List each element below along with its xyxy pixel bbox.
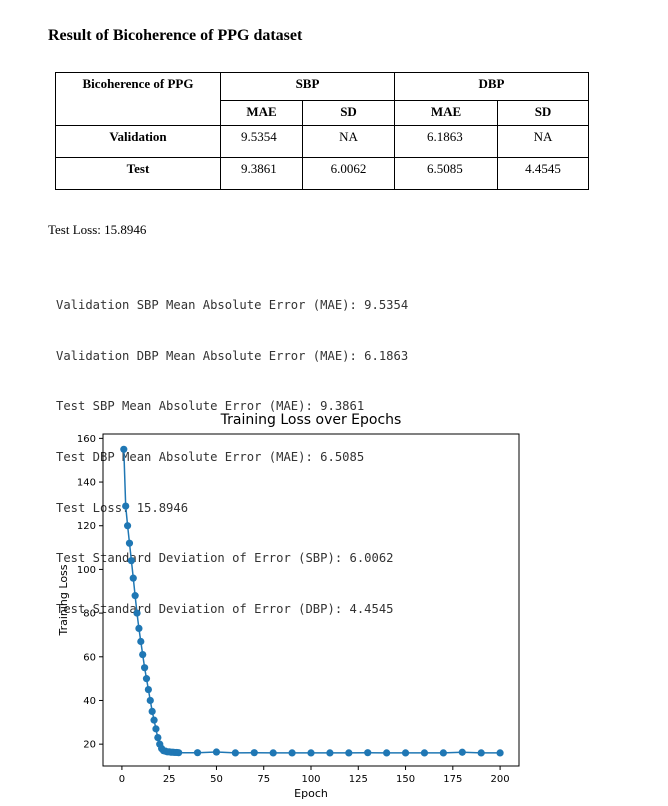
- data-point: [477, 749, 485, 757]
- data-point: [148, 707, 156, 715]
- table-cell: NA: [302, 125, 395, 158]
- chart-title: Training Loss over Epochs: [220, 412, 402, 428]
- data-point: [401, 749, 410, 757]
- training-loss-chart: Training Loss over Epochs 0 25 50 75 100 125 1…: [57, 412, 520, 800]
- data-point: [120, 445, 128, 453]
- x-axis-label: Epoch: [294, 787, 328, 800]
- console-output: Validation SBP Mean Absolute Error (MAE)…: [56, 263, 408, 652]
- y-tick-label: 100: [77, 565, 96, 576]
- table-cell: 9.3861: [220, 157, 303, 190]
- y-axis: 20 40 60 80 100 120 140 160: [77, 434, 103, 751]
- table-subheader-dbp-sd: SD: [497, 100, 589, 126]
- console-line: Validation SBP Mean Absolute Error (MAE)…: [56, 297, 409, 312]
- x-tick-label: 50: [210, 774, 223, 785]
- x-axis: 0 25 50 75 100 125 150 175 200: [119, 766, 510, 785]
- results-table: Bicoherence of PPG SBP DBP MAE SD MAE SD…: [55, 72, 589, 190]
- console-line: Test Loss: 15.8946: [56, 500, 189, 515]
- console-line: Test Standard Deviation of Error (SBP): …: [56, 551, 394, 566]
- data-point: [146, 696, 154, 705]
- table-cell: 9.5354: [220, 125, 303, 158]
- console-line: Test SBP Mean Absolute Error (MAE): 9.38…: [56, 399, 365, 414]
- data-point: [496, 749, 504, 757]
- x-tick-label: 175: [443, 774, 462, 785]
- table-row-label-validation: Validation: [55, 125, 221, 158]
- data-point: [125, 539, 134, 547]
- data-point: [326, 749, 334, 757]
- data-point: [123, 522, 132, 530]
- y-tick-label: 160: [77, 434, 96, 445]
- data-point: [250, 749, 258, 757]
- data-point: [139, 651, 147, 659]
- data-point: [193, 749, 202, 757]
- document-title: Result of Bicoherence of PPG dataset: [48, 27, 303, 44]
- table-subheader-dbp-mae: MAE: [394, 100, 498, 126]
- y-tick-label: 40: [83, 696, 96, 707]
- table-subheader-sbp-mae: MAE: [220, 100, 303, 126]
- data-point: [288, 749, 296, 757]
- table-cell: 4.4545: [497, 157, 589, 190]
- data-point: [420, 749, 429, 757]
- data-point: [175, 749, 183, 757]
- y-tick-label: 80: [83, 609, 96, 620]
- data-point: [383, 749, 391, 757]
- y-axis-label: Training Loss: [57, 564, 70, 636]
- x-tick-label: 125: [349, 774, 368, 785]
- test-loss-text: Test Loss: 15.8946: [48, 222, 147, 237]
- data-point: [269, 749, 277, 757]
- x-tick-label: 75: [257, 774, 270, 785]
- plot-frame: [102, 433, 520, 767]
- data-point: [127, 557, 135, 565]
- data-point: [364, 749, 372, 757]
- data-point: [129, 574, 137, 582]
- y-tick-label: 60: [83, 652, 96, 663]
- table-cell: NA: [497, 125, 589, 158]
- x-tick-label: 25: [163, 774, 176, 785]
- data-point: [141, 664, 149, 672]
- x-tick-label: 200: [491, 774, 510, 785]
- data-point: [458, 748, 466, 756]
- y-tick-label: 20: [83, 740, 96, 751]
- data-point: [137, 637, 145, 646]
- data-point: [122, 502, 130, 510]
- table-cell: 6.5085: [394, 157, 498, 190]
- table-row-header: Bicoherence of PPG: [55, 72, 221, 126]
- data-point: [152, 725, 160, 733]
- data-point: [144, 685, 152, 694]
- y-tick-label: 120: [77, 521, 96, 532]
- data-point: [135, 624, 143, 632]
- table-cell: 6.1863: [394, 125, 498, 158]
- console-line: Test DBP Mean Absolute Error (MAE): 6.50…: [56, 449, 365, 464]
- data-point: [345, 749, 353, 757]
- y-tick-label: 140: [77, 478, 96, 489]
- data-point: [439, 749, 447, 757]
- table-group-dbp: DBP: [394, 72, 589, 101]
- data-point: [307, 749, 315, 757]
- console-line: Test Standard Deviation of Error (DBP): …: [56, 602, 394, 617]
- x-tick-label: 0: [119, 774, 125, 785]
- table-subheader-sbp-sd: SD: [302, 100, 395, 126]
- data-point: [142, 675, 151, 683]
- data-point: [212, 748, 221, 756]
- table-cell: 6.0062: [302, 157, 395, 190]
- table-row-label-test: Test: [55, 157, 221, 190]
- series-line: [123, 449, 501, 754]
- x-tick-label: 150: [396, 774, 415, 785]
- data-point: [231, 749, 239, 757]
- data-point: [154, 734, 162, 742]
- data-point: [133, 609, 141, 617]
- series-points: [120, 445, 504, 757]
- data-point: [131, 592, 139, 600]
- console-line: Validation DBP Mean Absolute Error (MAE)…: [56, 348, 409, 363]
- data-point: [150, 716, 158, 724]
- table-group-sbp: SBP: [220, 72, 395, 101]
- x-tick-label: 100: [301, 774, 320, 785]
